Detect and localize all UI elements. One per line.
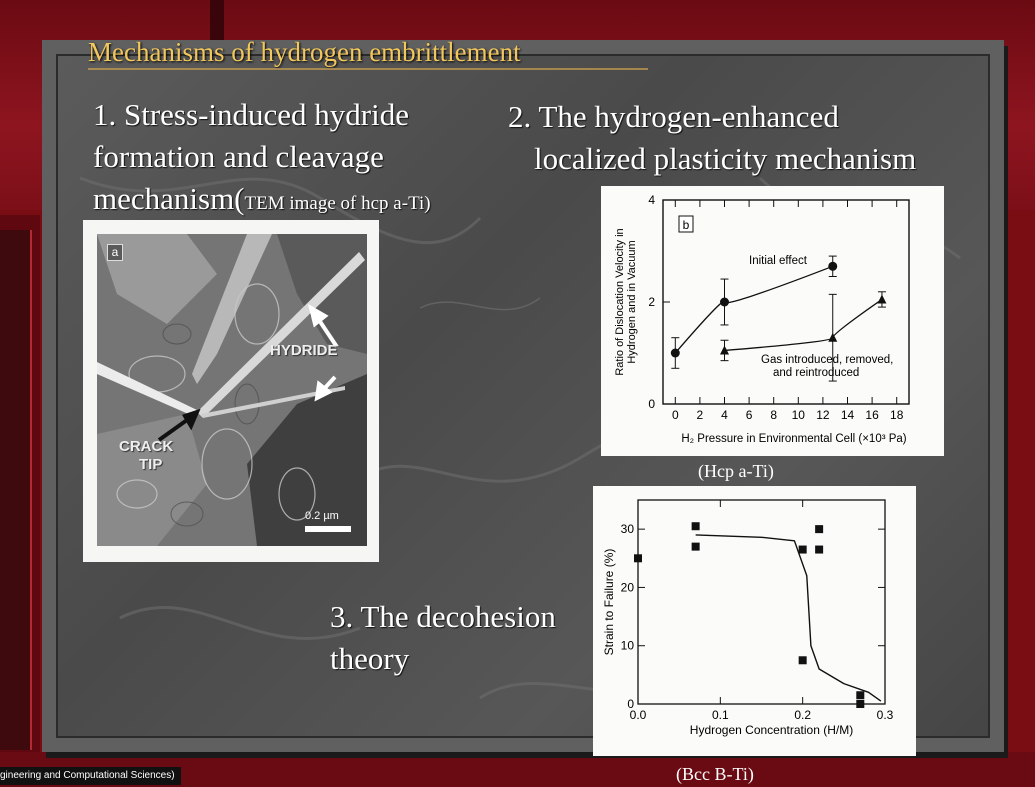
y-tick-label: 0 [648,397,655,411]
mechanism-2-heading: 2. The hydrogen-enhanced localized plast… [508,96,916,180]
data-point-square [691,522,700,531]
y-axis-label-line-1: Ratio of Dislocation Velocity in [614,228,626,375]
x-tick-label: 0.2 [794,708,811,722]
x-tick-label: 0 [672,408,679,422]
y-tick-label: 20 [621,580,635,594]
x-tick-label: 16 [865,408,879,422]
data-point-triangle [828,332,838,342]
plot-frame [637,499,886,705]
trend-curve [695,534,882,702]
data-point-square [634,554,642,563]
data-point-square [815,525,824,534]
mechanism-2-line-1: 2. The hydrogen-enhanced [508,99,839,134]
annotation-gas-line-1: Gas introduced, removed, [761,354,893,366]
data-point-square [798,545,807,554]
dislocation-velocity-chart: 0 2 4 6 8 10 12 14 16 18 0 2 4 H₂ Pressure in Environ… [601,186,944,456]
data-point-triangle [720,345,729,355]
y-tick-label: 2 [648,295,655,309]
x-tick-label: 0.3 [877,708,894,722]
y-tick-label: 0 [627,697,634,711]
background-left-box [0,230,32,750]
x-tick-label: 14 [841,408,855,422]
chart-2-svg: 0 2 4 6 8 10 12 14 16 18 0 2 4 H₂ Pressure in Environ… [614,193,910,445]
data-point-circle [720,297,729,307]
x-tick-label: 12 [816,408,830,422]
mechanism-1-line-3-text: mechanism( [93,181,245,216]
y-tick-label: 10 [621,639,635,653]
slide-title: Mechanisms of hydrogen embrittlement [88,37,521,67]
data-point-circle [670,348,680,358]
mechanism-1-line-3: mechanism(TEM image of hcp a-Ti) [93,178,431,225]
panel-label-b-box [678,215,694,233]
y-tick-label: 4 [648,193,655,207]
data-point-circle [828,261,838,271]
annotation-gas-line-2: and reintroduced [773,367,859,379]
data-point-square [856,700,865,708]
hydride-label: HYDRIDE [270,342,338,359]
x-axis-label: H₂ Pressure in Environmental Cell (×10³ … [681,433,906,445]
x-tick-label: 2 [697,408,704,422]
tem-image-figure: a HYDRIDE CRACK TIP 0.2 µm [83,220,379,562]
panel-label-a: a [107,244,123,261]
data-point-square [815,545,824,554]
mechanism-1-line-2: formation and cleavage [93,139,384,174]
x-tick-label: 8 [770,408,777,422]
caption-hcp-ti: (Hcp a-Ti) [698,461,774,481]
x-tick-label: 6 [746,408,753,422]
x-tick-label: 4 [721,408,728,422]
annotation-initial-effect: Initial effect [749,255,808,267]
x-axis-label: Hydrogen Concentration (H/M) [690,723,853,737]
y-axis-label-line-2: Hydrogen and in Vacuum [626,240,638,363]
micrograph-drawing [97,234,367,546]
strain-to-failure-chart: 0.0 0.1 0.2 0.3 0 10 20 30 Hydrogen Concentratio… [593,486,916,756]
scale-bar-label: 0.2 µm [305,510,339,522]
x-tick-label: 18 [890,408,904,422]
series-line-2 [724,298,883,352]
mechanism-2-line-2: localized plasticity mechanism [534,141,917,176]
footer-text: gineering and Computational Sciences) [0,767,181,785]
data-point-triangle [877,294,887,304]
mechanism-1-line-1: 1. Stress-induced hydride [93,97,409,132]
panel-label-b: b [683,218,690,232]
mechanism-3-line-1: 3. The decohesion [330,599,556,634]
data-point-square [691,542,700,551]
data-point-square [798,656,807,665]
series-line-1 [674,265,833,354]
mechanism-3-heading: 3. The decohesion theory [330,596,556,680]
x-tick-label: 10 [792,408,806,422]
x-tick-label: 0.0 [630,708,647,722]
chart-3-svg: 0.0 0.1 0.2 0.3 0 10 20 30 Hydrogen Concentratio… [602,499,894,737]
tem-micrograph [97,234,367,546]
mechanism-1-heading: 1. Stress-induced hydride formation and … [93,94,431,225]
caption-bcc-ti: (Bcc B-Ti) [676,764,754,784]
y-axis-label: Strain to Failure (%) [602,549,616,656]
crack-label: CRACK [119,438,174,455]
mechanism-1-paren: TEM image of hcp a-Ti) [244,193,431,214]
x-tick-label: 0.1 [712,708,729,722]
y-tick-label: 30 [621,522,635,536]
title-underline [88,68,648,70]
mechanism-3-line-2: theory [330,641,410,676]
data-point-square [856,691,865,700]
tip-label: TIP [139,456,163,473]
